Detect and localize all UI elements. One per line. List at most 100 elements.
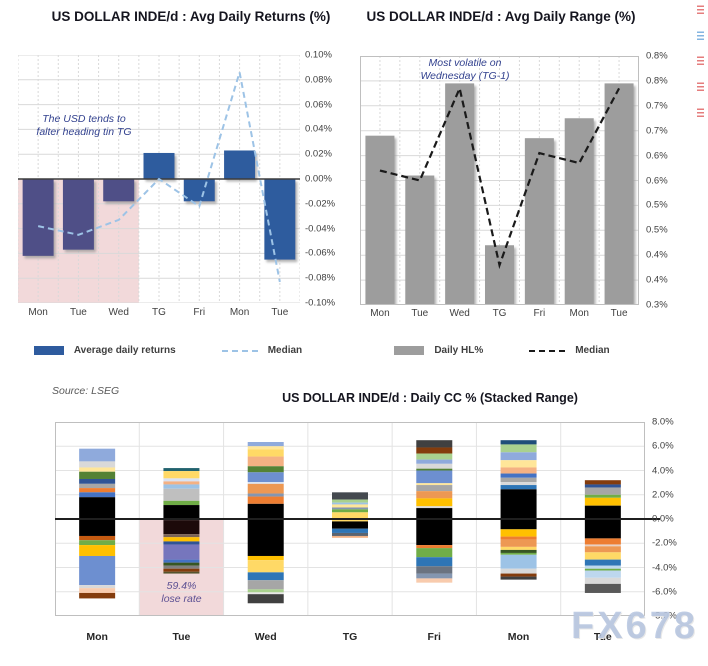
- returns-y-tick: -0.02%: [305, 198, 336, 210]
- range-x-tick: Wed: [449, 308, 470, 319]
- lose-rate-annotation: 59.4% lose rate: [139, 580, 224, 606]
- stacked-segment: [247, 482, 284, 484]
- stacked-segment: [500, 467, 537, 474]
- range-bar-legend-swatch: [394, 346, 425, 355]
- stacked-chart-title: US DOLLAR INDE/d : Daily CC % (Stacked R…: [282, 391, 578, 405]
- stacked-plot: [55, 422, 645, 616]
- edge-artifact: [697, 31, 704, 40]
- stacked-segment: [163, 565, 200, 569]
- stacked-y-tick: 0.0%: [652, 513, 674, 525]
- stacked-segment: [332, 492, 368, 500]
- range-y-tick: 0.5%: [646, 224, 668, 236]
- bar-Mon: [224, 150, 256, 179]
- range-annotation-line1: Most volatile on: [428, 57, 502, 69]
- median-line: [37, 72, 281, 283]
- returns-chart-title: US DOLLAR INDE/d : Avg Daily Returns (%): [51, 9, 331, 24]
- stacked-segment: [416, 566, 453, 574]
- lose-rate-label: lose rate: [161, 593, 202, 606]
- stacked-segment: [163, 488, 200, 501]
- returns-y-tick: 0.00%: [305, 173, 332, 185]
- edge-artifact: [697, 5, 704, 14]
- returns-y-tick: 0.04%: [305, 123, 332, 135]
- stacked-segment: [584, 565, 621, 569]
- returns-y-tick: 0.02%: [305, 148, 332, 160]
- stacked-segment: [79, 588, 116, 593]
- stacked-x-tick: Mon: [507, 631, 530, 643]
- stacked-segment: [500, 549, 537, 553]
- stacked-segment: [163, 471, 200, 479]
- stacked-segment: [332, 535, 368, 538]
- bar-Tue: [604, 83, 634, 305]
- range-annotation-line2: Wednesday (TG-1): [420, 70, 510, 83]
- returns-y-tick: 0.06%: [305, 99, 332, 111]
- stacked-segment: [416, 463, 453, 469]
- stacked-segment: [79, 540, 116, 546]
- range-median-legend-swatch: [529, 349, 566, 352]
- bar-Mon: [365, 135, 395, 305]
- stacked-y-tick: -2.0%: [652, 537, 677, 549]
- stacked-segment: [332, 507, 368, 510]
- bar-Fri: [183, 179, 215, 202]
- edge-artifact: [697, 82, 704, 91]
- range-bar-legend-label: Daily HL%: [434, 345, 484, 356]
- stacked-x-tick: Tue: [172, 631, 191, 643]
- stacked-segment: [79, 545, 116, 556]
- stacked-segment: [416, 508, 453, 546]
- stacked-segment: [416, 548, 453, 558]
- stacked-segment: [79, 483, 116, 489]
- returns-x-tick: Wed: [108, 307, 129, 318]
- returns-median-legend-label: Median: [267, 345, 303, 356]
- stacked-segment: [247, 503, 284, 556]
- stacked-segment: [584, 577, 621, 584]
- range-legend: Daily HL% Median: [370, 345, 634, 356]
- returns-x-tick: Mon: [229, 307, 250, 318]
- stacked-segment: [79, 471, 116, 479]
- returns-x-tick: Tue: [69, 307, 87, 318]
- range-annotation: Most volatile on Wednesday (TG-1): [390, 57, 540, 83]
- range-plot: [360, 56, 639, 305]
- stacked-segment: [332, 509, 368, 513]
- range-y-tick: 0.5%: [646, 199, 668, 211]
- returns-annotation: The USD tends to falter heading tin TG: [14, 113, 154, 139]
- stacked-segment: [332, 532, 368, 536]
- range-x-tick: Tue: [411, 308, 429, 319]
- stacked-x-tick: TG: [342, 631, 358, 643]
- stacked-segment: [500, 554, 537, 569]
- stacked-x-tick: Fri: [427, 631, 441, 643]
- stacked-segment: [163, 544, 200, 560]
- range-y-tick: 0.7%: [646, 100, 668, 112]
- stacked-segment: [247, 572, 284, 581]
- stacked-segment: [247, 466, 284, 473]
- range-x-tick: Mon: [569, 308, 589, 319]
- bar-TG: [485, 245, 514, 305]
- range-median-legend-label: Median: [575, 345, 610, 356]
- stacked-segment: [332, 528, 368, 533]
- stacked-segment: [584, 505, 621, 539]
- stacked-segment: [416, 506, 453, 509]
- stacked-segment: [79, 467, 116, 472]
- range-y-tick: 0.7%: [646, 125, 668, 137]
- range-x-tick: Mon: [370, 308, 390, 319]
- stacked-segment: [163, 537, 200, 542]
- stacked-segment: [332, 504, 368, 508]
- stacked-segment: [247, 472, 284, 483]
- stacked-segment: [500, 573, 537, 577]
- returns-x-tick: Fri: [193, 307, 206, 318]
- range-x-tick: Fri: [533, 308, 546, 319]
- stacked-segment: [163, 478, 200, 482]
- stacked-segment: [247, 449, 284, 457]
- stacked-segment: [247, 589, 284, 593]
- stacked-segment: [584, 546, 621, 553]
- stacked-segment: [247, 442, 284, 447]
- range-chart-title: US DOLLAR INDE/d : Avg Daily Range (%): [366, 9, 636, 24]
- stacked-segment: [416, 498, 453, 507]
- stacked-segment: [584, 484, 621, 488]
- stacked-segment: [247, 483, 284, 494]
- stacked-segment: [584, 559, 621, 566]
- stacked-segment: [247, 560, 284, 573]
- edge-artifacts: [697, 0, 707, 130]
- stacked-segment: [416, 440, 453, 448]
- returns-plot: [18, 55, 300, 303]
- range-x-axis-labels: Mon Tue Wed TG Fri Mon Tue: [360, 308, 639, 319]
- stacked-y-tick: -8.0%: [652, 610, 677, 622]
